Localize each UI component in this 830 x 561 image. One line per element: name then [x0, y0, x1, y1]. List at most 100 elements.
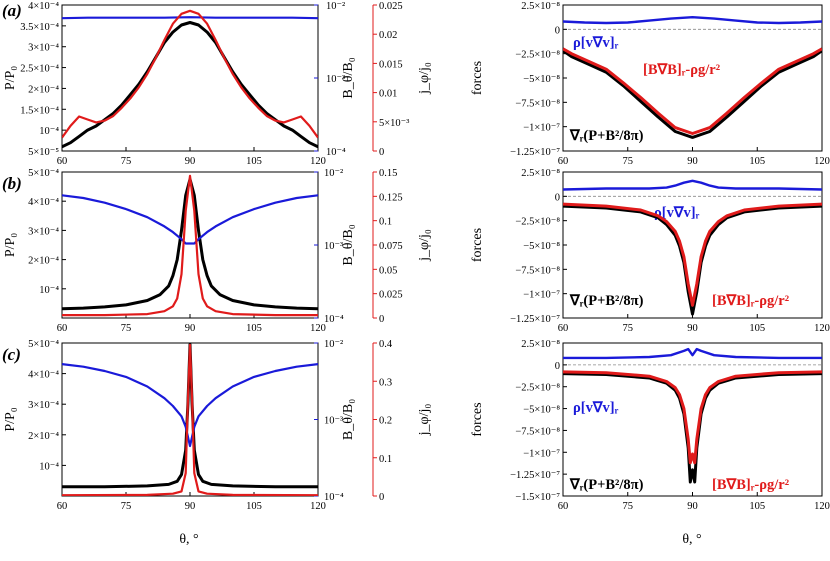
panel-a-left-midtick-label-1: 10⁻³ [326, 74, 345, 85]
panel-b-forces-xtick-label-3: 105 [749, 323, 765, 334]
panel-a-left-ytick-label-1: 10⁻⁴ [39, 126, 59, 137]
panel-b-left-xtick-label-2: 90 [185, 323, 196, 334]
panel-b-left-frame [61, 171, 319, 319]
panel-a-forces-xtick-label-1: 75 [623, 156, 634, 167]
panel-a-left-midtick-label-0: 10⁻⁴ [326, 147, 346, 158]
panel-a-forces-ytick-label-1: 0 [555, 25, 560, 36]
panel-b-forces-ytick-label-3: −5×10⁻⁸ [523, 241, 560, 252]
panel-b-forces-ytick-label-4: −7.5×10⁻⁸ [515, 265, 560, 276]
panel-a-forces-ylabel: forces [470, 61, 485, 95]
panel-a-left-ytick-label-0: 5×10⁻⁵ [28, 147, 59, 158]
panel-b-left-ytick-label-4: 5×10⁻⁴ [28, 168, 59, 179]
panel-c-left-ytick-label-3: 4×10⁻⁴ [28, 370, 59, 381]
panel-c-forces-ytick-label-5: −1×10⁻⁷ [523, 448, 560, 459]
panel-a-left-series-0 [62, 21, 318, 149]
panel-b-left-redtick-label-2: 0.05 [379, 265, 397, 276]
panel-c-forces-xtick-label-2: 90 [687, 501, 698, 512]
panel-c-left-redtick-label-2: 0.2 [379, 416, 392, 427]
panel-c-forces-ytick-label-0: 2.5×10⁻⁸ [521, 339, 560, 350]
panel-b-forces-series-0 [563, 179, 822, 191]
panel-b-left-xtick-label-3: 105 [246, 323, 262, 334]
panel-c-forces-ytick-label-7: −1.5×10⁻⁷ [515, 492, 560, 503]
anno-c-v: ρ[v∇v]ᵣ [573, 400, 619, 416]
panel-b-left-redtick-label-3: 0.075 [379, 241, 403, 252]
panel-a-left-ytick-label-2: 1.5×10⁻⁴ [20, 105, 59, 116]
anno-b-p: ∇ᵣ(P+B²/8π) [569, 293, 644, 309]
panel-c-forces-ytick-label-4: −7.5×10⁻⁸ [515, 426, 560, 437]
panel-b-forces-ytick-label-6: −1.25×10⁻⁷ [510, 314, 560, 325]
panel-b-left-ylabel-left: P/P₀ [3, 233, 18, 257]
panel-a-forces-xtick-label-2: 90 [687, 156, 698, 167]
panel-a-left-ytick-label-7: 4×10⁻⁴ [28, 1, 59, 12]
panel-a-forces-ytick-label-0: 2.5×10⁻⁸ [521, 1, 560, 12]
panel-c-left-xtick-label-3: 105 [246, 501, 262, 512]
panel-b-left-redtick-label-6: 0.15 [379, 168, 397, 179]
panel-b-forces-series-2 [563, 204, 822, 316]
panel-c-forces-ytick-label-3: −5×10⁻⁸ [523, 405, 560, 416]
panel-a-forces-ytick-label-2: −2.5×10⁻⁸ [515, 50, 560, 61]
panel-a-left-redtick-label-1: 5×10⁻³ [379, 118, 409, 129]
panel-c-forces-ytick-label-6: −1.25×10⁻⁷ [510, 470, 560, 481]
panel-c-left-ylabel-mid: B_θ/B₀ [341, 399, 356, 440]
panel-c-left-ylabel-right: j_φ/j₀ [417, 404, 432, 437]
panel-b-left-midtick-label-1: 10⁻³ [324, 241, 343, 252]
anno-b-v: ρ[v∇v]ᵣ [654, 205, 700, 221]
panel-a-left-series-2 [62, 9, 318, 139]
panel-b-forces-ytick-label-1: 0 [555, 192, 560, 203]
panel-c-left-xtick-label-0: 60 [57, 501, 68, 512]
panel-b-left-ylabel-right: j_φ/j₀ [417, 229, 432, 262]
anno-a-v: ρ[v∇v]ᵣ [573, 35, 619, 51]
panel-a-forces-series-0 [563, 16, 822, 25]
panel-a-left-redtick-label-3: 0.015 [379, 59, 403, 70]
panel-label-c: (c) [2, 345, 21, 364]
panel-c-left-midtick-label-0: 10⁻⁴ [324, 492, 344, 503]
panel-c-left-redtick-label-4: 0.4 [379, 339, 393, 350]
panel-c-left-midtick-label-1: 10⁻³ [324, 416, 343, 427]
panel-a-left-ytick-label-4: 2.5×10⁻⁴ [20, 64, 59, 75]
panel-c-left-redtick-label-1: 0.1 [379, 454, 392, 465]
anno-c-p: ∇ᵣ(P+B²/8π) [569, 477, 644, 493]
panel-a-left-xtick-label-3: 105 [246, 156, 262, 167]
panel-a-forces-ytick-label-6: −1.25×10⁻⁷ [510, 147, 560, 158]
panel-b-left-series-2 [62, 174, 318, 317]
panel-a-left-xtick-label-4: 120 [310, 156, 326, 167]
panel-a-left-redtick-label-0: 0 [379, 147, 384, 158]
panel-c-forces-xtick-label-3: 105 [749, 501, 765, 512]
panel-a-left-midtick-label-2: 10⁻² [326, 1, 345, 12]
panel-c-forces-ytick-label-1: 0 [555, 361, 560, 372]
panel-c-left-midtick-label-2: 10⁻² [324, 339, 343, 350]
panel-a-left-xtick-label-2: 90 [185, 156, 196, 167]
panel-b-forces-series-1 [563, 202, 822, 307]
anno-a-p: ∇ᵣ(P+B²/8π) [569, 128, 644, 144]
panel-b-forces-ytick-label-0: 2.5×10⁻⁸ [521, 168, 560, 179]
panel-c-forces-series-2 [563, 372, 822, 484]
panel-c-forces-series-0 [563, 347, 822, 360]
panel-c-left-xtick-label-4: 120 [310, 501, 326, 512]
panel-c-left-xtick-label-2: 90 [185, 501, 196, 512]
panel-c-forces-ytick-label-2: −2.5×10⁻⁸ [515, 383, 560, 394]
panel-b-left-midtick-label-2: 10⁻² [324, 168, 343, 179]
anno-b-b: [B∇B]ᵣ-ρg/r² [712, 293, 789, 309]
panel-a-left-redtick-label-2: 0.01 [379, 89, 397, 100]
panel-a-forces-series-1 [563, 47, 822, 135]
panel-b-left-ytick-label-1: 2×10⁻⁴ [28, 256, 59, 267]
panel-a-forces-ytick-label-3: −5×10⁻⁸ [523, 74, 560, 85]
panel-a-left-xtick-label-0: 60 [57, 156, 68, 167]
panel-c-left-ytick-label-4: 5×10⁻⁴ [28, 339, 59, 350]
panel-b-left-ytick-label-0: 10⁻⁴ [39, 285, 59, 296]
panel-b-forces-xtick-label-2: 90 [687, 323, 698, 334]
panel-a-forces-xtick-label-3: 105 [749, 156, 765, 167]
panel-label-a: (a) [2, 1, 22, 20]
panel-c-left-redtick-label-0: 0 [379, 492, 384, 503]
panel-b-forces-ytick-label-2: −2.5×10⁻⁸ [515, 217, 560, 228]
panel-c-forces-ylabel: forces [470, 402, 485, 436]
panel-c-left-series-2 [62, 343, 318, 496]
panel-c-left-ytick-label-0: 10⁻⁴ [39, 461, 59, 472]
panel-c-forces-xtick-label-1: 75 [623, 501, 634, 512]
x-axis-label-right: θ, ° [682, 532, 701, 547]
panel-a-left-redtick-label-5: 0.025 [379, 1, 403, 12]
panel-a-left-ylabel-right: j_φ/j₀ [417, 62, 432, 95]
panel-c-left-redtick-label-3: 0.3 [379, 377, 392, 388]
panel-b-left-xtick-label-1: 75 [121, 323, 132, 334]
panel-b-forces-xtick-label-0: 60 [558, 323, 569, 334]
